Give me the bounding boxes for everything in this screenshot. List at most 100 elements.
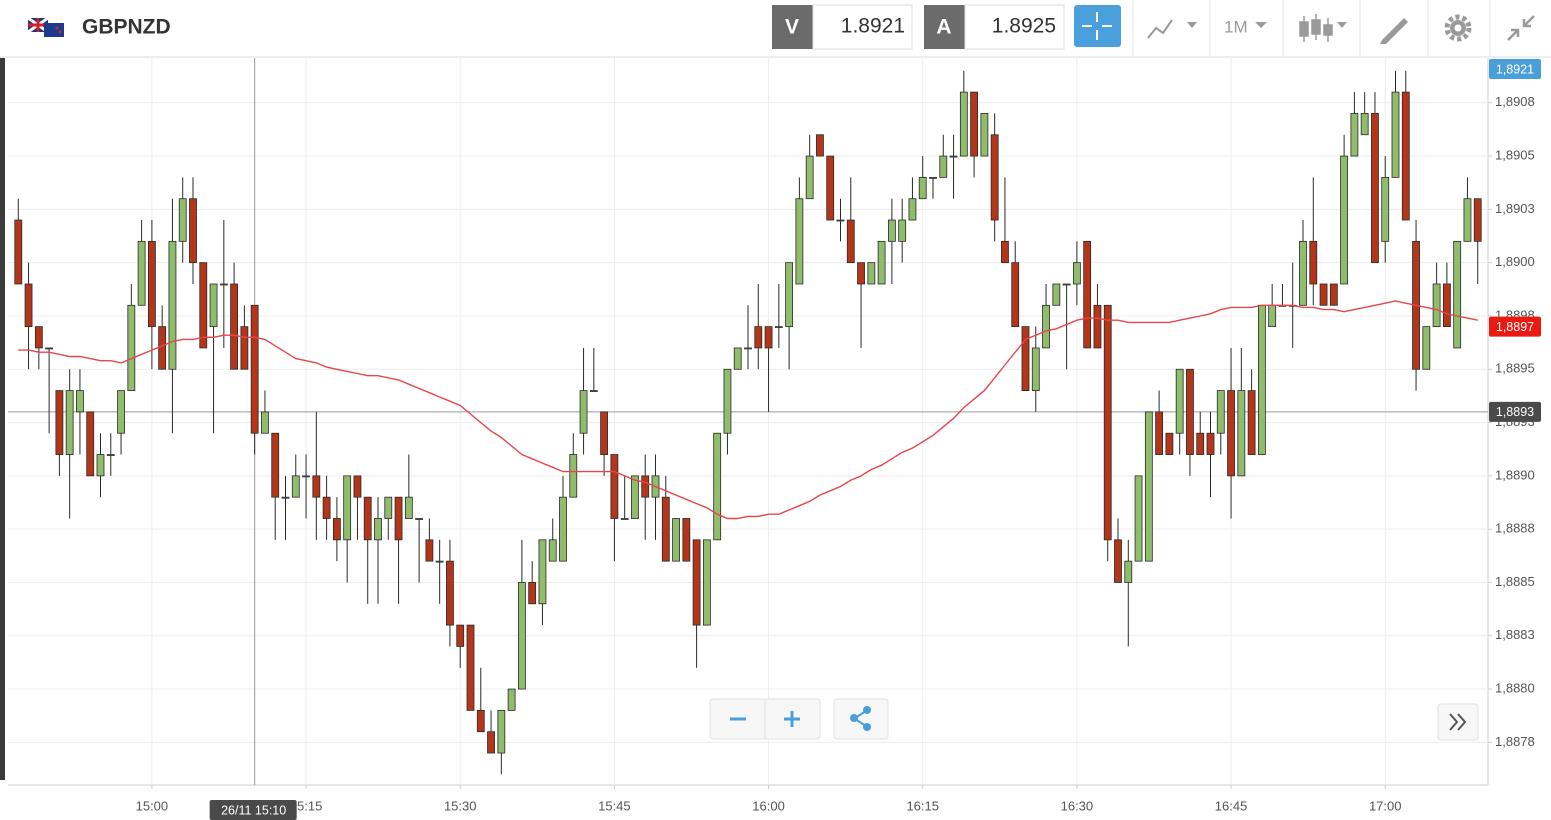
candle-body <box>641 475 650 498</box>
candle-body <box>147 240 156 328</box>
indicator-icon <box>1147 19 1173 39</box>
buy-price[interactable]: 1.8925 <box>992 15 1056 38</box>
candle-body <box>908 198 917 221</box>
flag-nz <box>44 23 64 37</box>
candle-body <box>1124 560 1133 583</box>
buy-price-box[interactable] <box>964 4 1065 50</box>
candle-body <box>1072 262 1081 285</box>
candle-body <box>168 240 177 370</box>
candle-body <box>733 347 742 370</box>
candle-body <box>363 496 372 541</box>
candle-body <box>1350 113 1359 157</box>
x-tick-label: 15:30 <box>444 798 477 813</box>
candle-body <box>312 475 321 498</box>
candle-body <box>692 539 701 626</box>
candle-body <box>281 496 290 499</box>
candle-body <box>1391 91 1400 178</box>
candle-body <box>240 326 249 370</box>
candle-body <box>1062 283 1071 286</box>
candle-body <box>1257 304 1266 455</box>
y-tick-label: 1,8895 <box>1495 361 1535 376</box>
candle-body <box>487 731 495 754</box>
chart-type-button[interactable] <box>1299 14 1347 42</box>
candle-body <box>394 496 403 541</box>
buy-label[interactable]: A <box>936 16 951 39</box>
candle-body <box>569 454 578 498</box>
flag <box>27 16 64 37</box>
collapse-button[interactable] <box>1507 15 1535 41</box>
share-button[interactable] <box>833 698 889 740</box>
candle-body <box>1155 411 1164 455</box>
sell-label-box[interactable] <box>772 5 813 49</box>
candle-body <box>1463 198 1472 242</box>
candle-body <box>230 283 239 370</box>
candle-body <box>476 709 485 733</box>
candle-body <box>291 475 300 498</box>
candle-body <box>199 262 208 349</box>
candle-body <box>1422 326 1431 370</box>
last-price-tag-label: 1,8897 <box>1496 320 1534 334</box>
candle-body <box>302 475 310 478</box>
candle-body <box>55 390 64 455</box>
x-tick-label: 16:00 <box>752 798 785 813</box>
bid-price-tag-box <box>1489 59 1541 79</box>
share-dot <box>850 714 858 722</box>
candle-body <box>661 496 670 562</box>
toolbar-dividers <box>1132 0 1491 57</box>
bid-price-tag-label: 1,8921 <box>1496 62 1534 76</box>
symbol: GBPNZD <box>82 16 171 39</box>
candle-body <box>918 176 927 200</box>
indicator-button[interactable] <box>1147 19 1197 39</box>
sell-label[interactable]: V <box>785 16 799 39</box>
dropdown-arrow <box>1187 22 1197 28</box>
candle-body <box>1237 390 1246 477</box>
candle-body <box>795 198 804 285</box>
crosshair-time-label: 26/11 15:10 <box>221 803 286 817</box>
candle-body <box>374 518 382 541</box>
candle-body <box>1319 283 1328 306</box>
candle-body <box>261 411 269 434</box>
candle-body <box>404 496 413 519</box>
candle-body <box>528 582 537 605</box>
share-dot <box>863 706 871 714</box>
x-tick-label: 16:15 <box>906 798 939 813</box>
candle-body <box>1401 91 1410 221</box>
candle-body <box>76 390 84 413</box>
candle-body <box>548 539 557 562</box>
y-tick-label: 1,8880 <box>1495 680 1535 695</box>
settings-button[interactable] <box>1444 14 1472 42</box>
candle-body <box>857 262 865 285</box>
plot-bg <box>8 58 1488 785</box>
candle-body <box>579 390 588 434</box>
buy-label-box[interactable] <box>924 5 965 49</box>
draw-button[interactable] <box>1380 18 1408 44</box>
candle-body <box>96 454 105 477</box>
candle-body <box>456 624 465 647</box>
candle-body <box>836 219 845 222</box>
candle-body <box>1432 283 1441 328</box>
x-tick-label: 15:00 <box>136 798 169 813</box>
sell-price[interactable]: 1.8921 <box>841 15 905 38</box>
candle-body <box>1021 326 1030 391</box>
candle-body <box>1381 176 1390 242</box>
x-tick-label: 16:30 <box>1061 798 1094 813</box>
header: GBPNZD V 1.8921 A 1.8925 1M <box>0 0 1551 58</box>
candle-body <box>446 560 454 626</box>
candle-body <box>702 539 711 626</box>
candle-body <box>322 496 331 519</box>
candle-body <box>137 240 146 306</box>
candle-body <box>353 475 362 498</box>
zoom-in[interactable] <box>784 711 800 727</box>
candle-body <box>178 198 187 242</box>
dropdown-arrow <box>1255 22 1267 28</box>
candle-body <box>744 347 752 350</box>
candle-body <box>332 518 341 541</box>
crosshair-button[interactable] <box>1074 5 1121 47</box>
timeframe[interactable]: 1M <box>1224 17 1248 36</box>
candle-body <box>826 155 835 221</box>
candle-body <box>65 390 74 455</box>
sell-price-box[interactable] <box>812 4 913 50</box>
candle-body <box>898 219 907 242</box>
candle-body <box>631 475 639 519</box>
candle-body <box>250 304 259 434</box>
